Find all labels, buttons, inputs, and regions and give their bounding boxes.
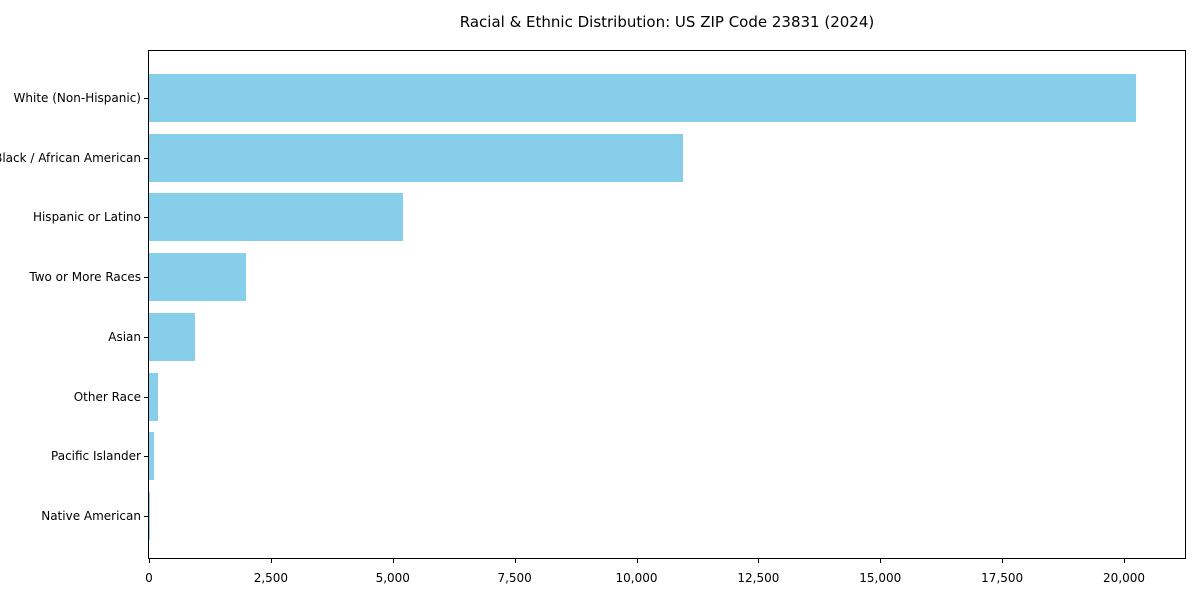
bar-other-race: [149, 372, 159, 421]
x-tick-mark: [515, 559, 516, 563]
y-tick-mark: [144, 98, 148, 99]
x-label-20000: 20,000: [1103, 571, 1146, 585]
y-tick-mark: [144, 516, 148, 517]
x-label-7500: 7,500: [497, 571, 532, 585]
y-tick-mark: [144, 397, 148, 398]
x-label-12500: 12,500: [737, 571, 780, 585]
y-tick-mark: [144, 277, 148, 278]
y-label-white-non-hispanic: White (Non-Hispanic): [13, 91, 141, 105]
x-tick-mark: [880, 559, 881, 563]
y-tick-mark: [144, 337, 148, 338]
y-label-pacific-islander: Pacific Islander: [51, 449, 141, 464]
y-tick-mark: [144, 456, 148, 457]
y-label-other-race: Other Race: [73, 389, 141, 404]
x-label-10000: 10,000: [615, 571, 658, 585]
x-tick-mark: [1124, 559, 1125, 563]
x-label-5000: 5,000: [375, 571, 410, 585]
x-tick-mark: [271, 559, 272, 563]
y-tick-mark: [144, 158, 148, 159]
x-label-0: 0: [145, 571, 153, 585]
y-label-two-or-more-races: Two or More Races: [29, 270, 141, 285]
bar-asian: [149, 312, 195, 361]
x-tick-mark: [758, 559, 759, 563]
x-tick-mark: [393, 559, 394, 563]
y-label-hispanic-or-latino: Hispanic or Latino: [32, 210, 141, 225]
x-tick-mark: [1002, 559, 1003, 563]
bar-white-non-hispanic: [149, 74, 1136, 122]
y-label-asian: Asian: [108, 329, 141, 344]
bar-black-african-american: [149, 133, 683, 182]
x-tick-mark: [149, 559, 150, 563]
chart-title: Racial & Ethnic Distribution: US ZIP Cod…: [459, 13, 875, 31]
bar-pacific-islander: [149, 432, 155, 481]
x-label-15000: 15,000: [859, 571, 902, 585]
plot-area: [144, 50, 1186, 563]
x-label-17500: 17,500: [981, 571, 1024, 585]
bar-native-american: [149, 491, 150, 540]
y-tick-mark: [144, 217, 148, 218]
x-label-2500: 2,500: [253, 571, 289, 585]
bar-two-or-more-races: [149, 253, 246, 302]
y-label-native-american: Native American: [41, 508, 141, 523]
bar-hispanic-or-latino: [149, 193, 404, 242]
x-tick-mark: [637, 559, 638, 563]
y-label-black-african-american: Black / African American: [0, 150, 141, 165]
